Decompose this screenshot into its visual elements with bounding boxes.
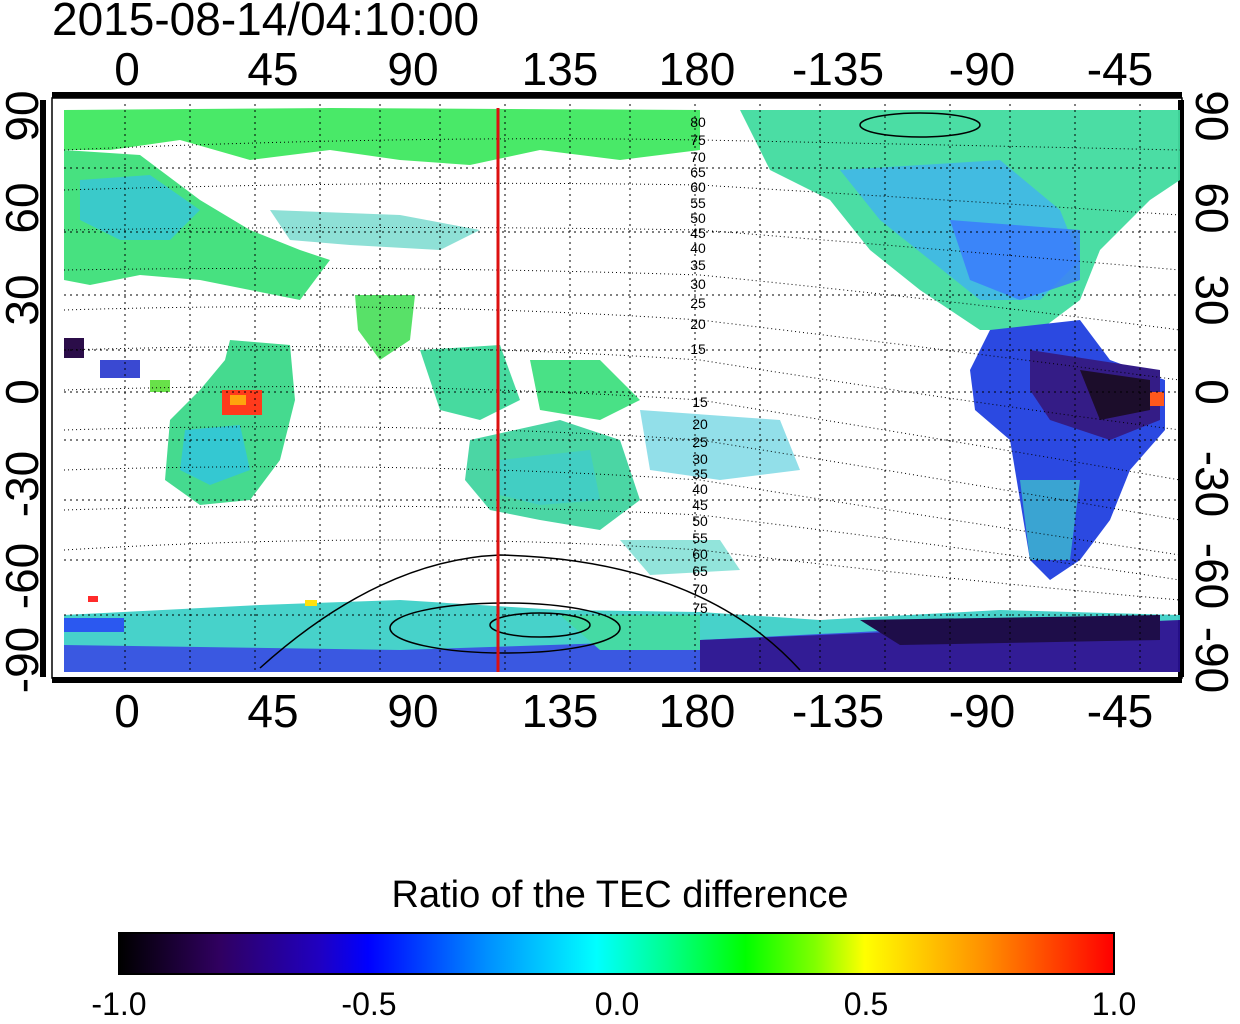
contour-label: 40 <box>692 481 708 497</box>
contour-label: 20 <box>690 316 706 332</box>
lon-tick-bottom: 135 <box>521 685 599 737</box>
contour-label: 15 <box>692 394 708 410</box>
lon-tick-bottom: 45 <box>247 685 299 737</box>
colorbar-tick: 0.0 <box>594 986 640 1022</box>
contour-label: 80 <box>690 114 706 130</box>
contour-label: 70 <box>690 149 706 165</box>
timestamp-title: 2015-08-14/04:10:00 <box>52 0 480 45</box>
colorbar-tick: 1.0 <box>1091 986 1137 1022</box>
contour-label: 25 <box>692 434 708 450</box>
contour-label: 20 <box>692 416 708 432</box>
lon-tick-bottom: 180 <box>658 685 736 737</box>
colorbar-tick: -1.0 <box>91 986 147 1022</box>
lon-tick-bottom: 90 <box>387 685 439 737</box>
contour-label: 30 <box>692 451 708 467</box>
contour-label: 70 <box>692 581 708 597</box>
lat-tick-left: 60 <box>0 182 48 234</box>
contour-label: 65 <box>690 164 706 180</box>
lat-tick-left: 30 <box>0 274 48 326</box>
lat-tick-left: -30 <box>0 450 48 518</box>
contour-label: 50 <box>692 513 708 529</box>
contour-label: 55 <box>690 195 706 211</box>
plot-frame <box>51 97 1183 679</box>
tec-data-regions <box>64 108 1180 672</box>
contour-label: 15 <box>690 341 706 357</box>
oval-contours <box>259 112 981 671</box>
magnetic-contours <box>63 138 1181 601</box>
contour-label: 75 <box>692 600 708 616</box>
axis-frame-bars <box>40 92 1184 683</box>
lon-tick-top: -135 <box>791 43 885 95</box>
contour-label: 65 <box>692 563 708 579</box>
lon-tick-top: 180 <box>658 43 736 95</box>
colorbar-title: Ratio of the TEC difference <box>391 874 849 916</box>
lon-tick-bottom: -90 <box>948 685 1016 737</box>
lon-tick-bottom: 0 <box>114 685 140 737</box>
lat-tick-right: -30 <box>1186 450 1238 518</box>
lon-tick-top: -45 <box>1086 43 1154 95</box>
lat-tick-right: -90 <box>1186 626 1238 694</box>
lat-tick-right: 0 <box>1186 379 1238 405</box>
lat-tick-left: 90 <box>0 90 48 142</box>
contour-label: 40 <box>690 240 706 256</box>
contour-label: 35 <box>692 466 708 482</box>
contour-label: 45 <box>692 497 708 513</box>
contour-label: 30 <box>690 276 706 292</box>
contour-label: 50 <box>690 210 706 226</box>
lat-tick-right: 60 <box>1186 182 1238 234</box>
lon-tick-top: 45 <box>247 43 299 95</box>
lat-tick-right: -60 <box>1186 542 1238 610</box>
lon-tick-bottom: -135 <box>791 685 885 737</box>
contour-label: 35 <box>690 257 706 273</box>
lat-tick-right: 30 <box>1186 274 1238 326</box>
lat-tick-left: -90 <box>0 626 48 694</box>
lat-tick-right: 90 <box>1186 90 1238 142</box>
contour-label: 60 <box>690 179 706 195</box>
lat-tick-left: -60 <box>0 542 48 610</box>
lat-tick-left: 0 <box>0 379 48 405</box>
contour-label: 25 <box>690 295 706 311</box>
contour-label: 60 <box>692 546 708 562</box>
lon-tick-top: 135 <box>521 43 599 95</box>
contour-label: 75 <box>690 132 706 148</box>
colorbar-tick: -0.5 <box>341 986 397 1022</box>
lon-tick-top: -90 <box>948 43 1016 95</box>
lon-tick-top: 90 <box>387 43 439 95</box>
contour-label: 55 <box>692 530 708 546</box>
colorbar <box>118 932 1115 975</box>
contour-label: 45 <box>690 225 706 241</box>
lon-tick-bottom: -45 <box>1086 685 1154 737</box>
colorbar-tick: 0.5 <box>843 986 889 1022</box>
graticule <box>64 104 1180 672</box>
lon-tick-top: 0 <box>114 43 140 95</box>
